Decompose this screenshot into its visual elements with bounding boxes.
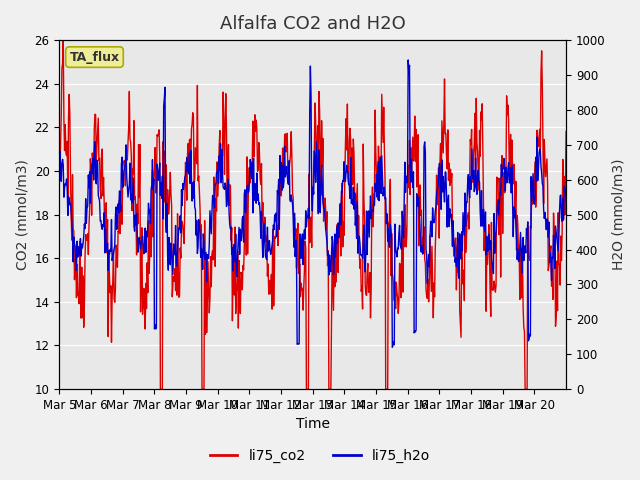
Y-axis label: H2O (mmol/m3): H2O (mmol/m3)	[611, 159, 625, 270]
X-axis label: Time: Time	[296, 418, 330, 432]
Text: TA_flux: TA_flux	[69, 50, 120, 63]
Legend: li75_co2, li75_h2o: li75_co2, li75_h2o	[204, 443, 436, 468]
Title: Alfalfa CO2 and H2O: Alfalfa CO2 and H2O	[220, 15, 406, 33]
Y-axis label: CO2 (mmol/m3): CO2 (mmol/m3)	[15, 159, 29, 270]
